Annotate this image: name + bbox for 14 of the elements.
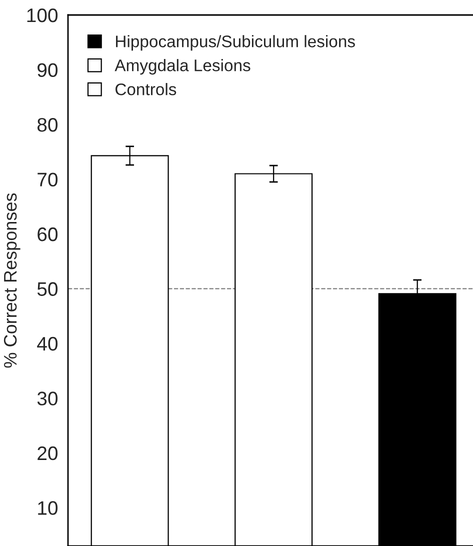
y-tick-label: 10 (38, 501, 58, 515)
legend-label: Controls (116, 83, 176, 96)
y-tick-label: 40 (37, 336, 58, 351)
y-tick-label: 30 (37, 392, 58, 406)
y-tick-label: 50 (37, 282, 58, 296)
y-tick-label: 90 (38, 63, 58, 77)
y-tick-label: 100 (27, 8, 58, 22)
y-tick-label: 20 (38, 446, 58, 460)
legend-label: Amygdala Lesions (114, 59, 250, 75)
y-axis-title: % Correct Responses (4, 193, 20, 368)
legend-label: Hippocampus/Subiculum lesions (116, 35, 355, 51)
y-tick-label: 70 (38, 172, 58, 186)
y-tick-label: 60 (38, 227, 58, 242)
y-tick-label: 80 (37, 118, 58, 132)
